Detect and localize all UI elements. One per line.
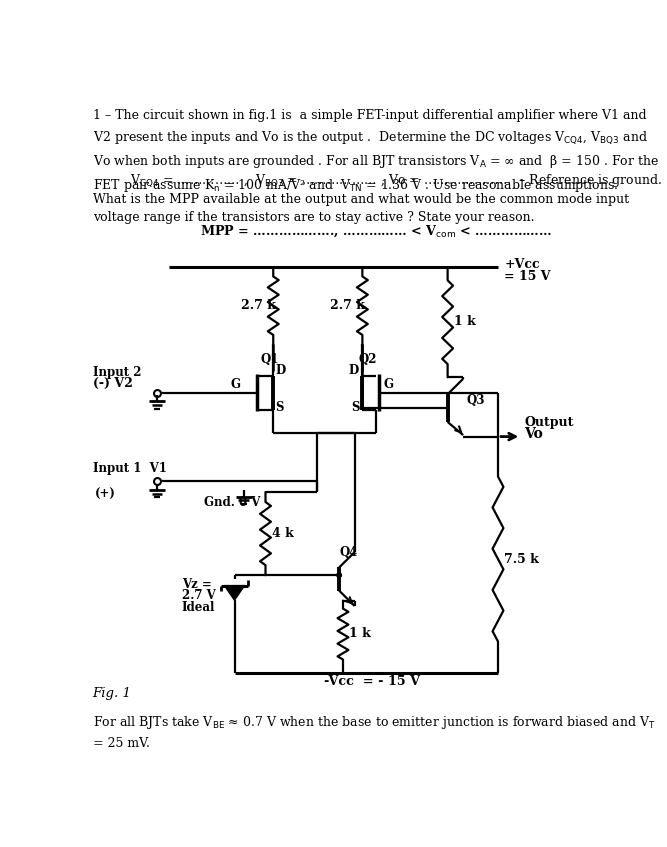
Text: 2.7 V: 2.7 V — [182, 590, 215, 602]
Text: Output: Output — [524, 416, 574, 429]
Text: -Vcc  = - 15 V: -Vcc = - 15 V — [323, 675, 420, 689]
Text: 4 k: 4 k — [271, 527, 293, 540]
Text: +Vcc: +Vcc — [504, 258, 540, 271]
Text: S: S — [351, 401, 360, 414]
Text: S: S — [275, 401, 284, 414]
Text: 7.5 k: 7.5 k — [504, 552, 539, 566]
Text: For all BJTs take V$_\mathrm{BE}$ ≈ 0.7 V when the base to emitter junction is f: For all BJTs take V$_\mathrm{BE}$ ≈ 0.7 … — [93, 714, 655, 750]
Polygon shape — [224, 585, 245, 601]
Text: Fig. 1: Fig. 1 — [93, 687, 131, 700]
Text: D: D — [275, 364, 286, 377]
Text: Vz =: Vz = — [182, 578, 211, 591]
Text: G: G — [231, 378, 241, 391]
Text: G: G — [384, 378, 394, 391]
Text: Gnd. 0 V: Gnd. 0 V — [203, 495, 260, 509]
Text: (-) V2: (-) V2 — [93, 377, 133, 390]
Text: Q4: Q4 — [339, 546, 358, 559]
Text: What is the MPP available at the output and what would be the common mode input
: What is the MPP available at the output … — [93, 192, 629, 224]
Circle shape — [337, 573, 342, 578]
Text: D: D — [348, 364, 359, 377]
Text: = 15 V: = 15 V — [504, 270, 551, 283]
Text: Vo: Vo — [524, 427, 543, 441]
Text: 2.7 k: 2.7 k — [329, 299, 365, 313]
Text: Input 1  V1: Input 1 V1 — [93, 462, 167, 475]
Text: Input 2: Input 2 — [93, 366, 141, 379]
Text: 2.7 k: 2.7 k — [241, 299, 275, 313]
Text: V$_\mathrm{CQ4}$ = …………… ,  V$_\mathrm{BQ3}$ = ……………… , Vo = …………………  – Referenc: V$_\mathrm{CQ4}$ = …………… , V$_\mathrm{BQ… — [130, 173, 662, 189]
Text: 1 – The circuit shown in fig.1 is  a simple FET-input differential amplifier whe: 1 – The circuit shown in fig.1 is a simp… — [93, 109, 659, 195]
Text: MPP = ………………., …………… < V$_\mathrm{com}$ < ………………: MPP = ………………., …………… < V$_\mathrm{com}$ … — [199, 224, 552, 239]
Text: Q3: Q3 — [466, 394, 485, 407]
Text: Q2: Q2 — [358, 353, 377, 367]
Text: Q1: Q1 — [261, 353, 279, 367]
Text: (+): (+) — [95, 488, 116, 501]
Text: 1 k: 1 k — [350, 628, 371, 640]
Text: 1 k: 1 k — [454, 315, 476, 329]
Text: Ideal: Ideal — [182, 601, 215, 614]
